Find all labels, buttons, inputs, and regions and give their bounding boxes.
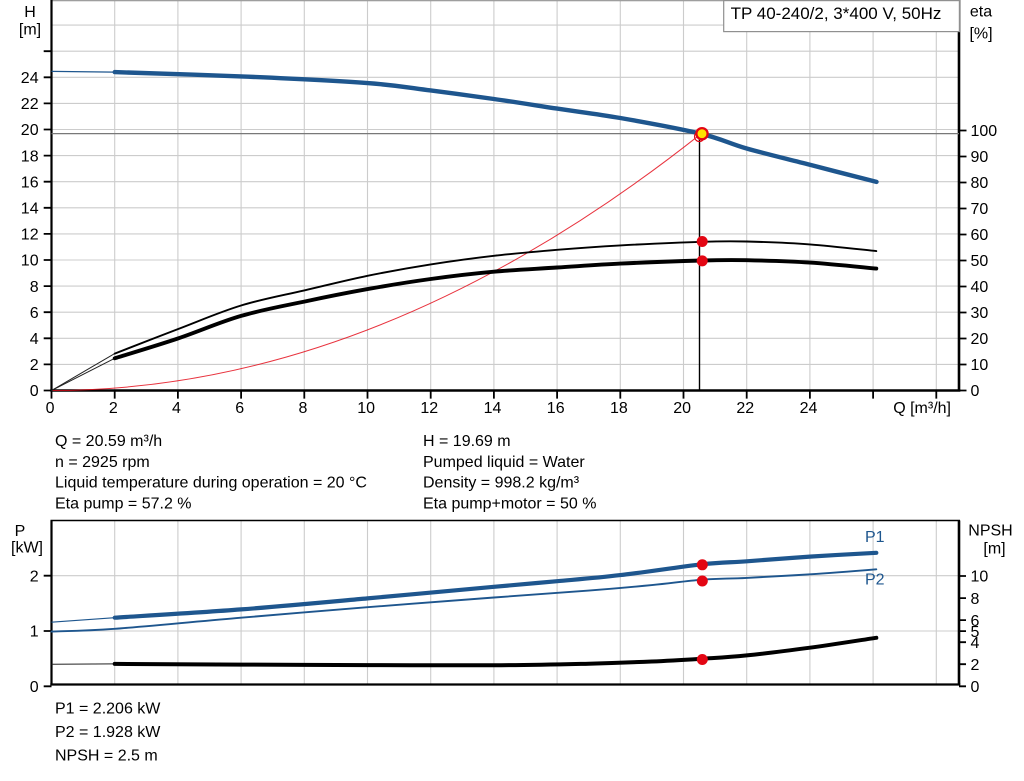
svg-text:12: 12 [21,227,39,244]
svg-text:16: 16 [547,400,565,417]
svg-text:0: 0 [971,679,980,696]
svg-text:8: 8 [971,591,980,608]
svg-text:n = 2925 rpm: n = 2925 rpm [55,454,150,471]
svg-text:22: 22 [21,96,39,113]
svg-text:40: 40 [971,279,989,296]
svg-text:P1: P1 [865,529,885,546]
svg-text:Q [m³/h]: Q [m³/h] [893,400,951,417]
svg-text:2: 2 [30,357,39,374]
svg-text:20: 20 [673,400,691,417]
svg-text:50: 50 [971,253,989,270]
svg-text:Density = 998.2 kg/m³: Density = 998.2 kg/m³ [423,475,580,492]
svg-text:6: 6 [971,613,980,630]
svg-text:2: 2 [971,657,980,674]
svg-text:[m]: [m] [983,541,1005,558]
svg-text:18: 18 [610,400,628,417]
svg-text:70: 70 [971,201,989,218]
svg-text:P2 = 1.928 kW: P2 = 1.928 kW [55,724,161,741]
svg-text:H = 19.69 m: H = 19.69 m [423,433,511,450]
svg-text:P1 = 2.206 kW: P1 = 2.206 kW [55,701,161,718]
svg-text:[m]: [m] [19,22,41,39]
svg-text:12: 12 [420,400,438,417]
svg-text:NPSH: NPSH [968,523,1012,540]
svg-text:18: 18 [21,148,39,165]
svg-text:Liquid temperature during oper: Liquid temperature during operation = 20… [55,475,367,492]
svg-text:0: 0 [46,400,55,417]
svg-text:Eta pump = 57.2 %: Eta pump = 57.2 % [55,495,192,512]
svg-text:0: 0 [971,383,980,400]
svg-text:30: 30 [971,305,989,322]
svg-text:20: 20 [971,331,989,348]
svg-text:2: 2 [109,400,118,417]
svg-text:TP 40-240/2, 3*400 V, 50Hz: TP 40-240/2, 3*400 V, 50Hz [731,4,942,23]
svg-text:1: 1 [30,624,39,641]
svg-text:60: 60 [971,227,989,244]
svg-text:5: 5 [971,624,980,641]
svg-text:10: 10 [971,357,989,374]
svg-text:4: 4 [172,400,181,417]
svg-text:P2: P2 [865,572,885,589]
svg-text:0: 0 [30,679,39,696]
svg-text:10: 10 [21,253,39,270]
svg-text:Eta pump+motor = 50 %: Eta pump+motor = 50 % [423,495,596,512]
svg-text:8: 8 [30,279,39,296]
svg-text:Pumped liquid = Water: Pumped liquid = Water [423,454,585,471]
svg-text:8: 8 [298,400,307,417]
svg-text:14: 14 [21,201,39,218]
svg-text:6: 6 [30,305,39,322]
svg-text:20: 20 [21,122,39,139]
svg-text:[kW]: [kW] [11,540,43,557]
svg-text:10: 10 [971,569,989,586]
svg-text:4: 4 [30,331,39,348]
svg-text:22: 22 [736,400,754,417]
svg-text:16: 16 [21,174,39,191]
svg-text:Q = 20.59 m³/h: Q = 20.59 m³/h [55,433,162,450]
svg-text:6: 6 [235,400,244,417]
svg-text:P: P [15,523,26,540]
svg-text:H: H [24,4,36,21]
svg-text:2: 2 [30,568,39,585]
svg-text:[%]: [%] [969,26,992,43]
svg-text:80: 80 [971,175,989,192]
svg-text:24: 24 [800,400,818,417]
svg-text:eta: eta [970,4,992,21]
svg-text:90: 90 [971,149,989,166]
svg-text:24: 24 [21,70,39,87]
svg-text:10: 10 [357,400,375,417]
svg-text:NPSH = 2.5 m: NPSH = 2.5 m [55,748,158,765]
svg-text:4: 4 [971,635,980,652]
svg-text:14: 14 [484,400,502,417]
svg-text:100: 100 [971,123,998,140]
svg-text:0: 0 [30,383,39,400]
